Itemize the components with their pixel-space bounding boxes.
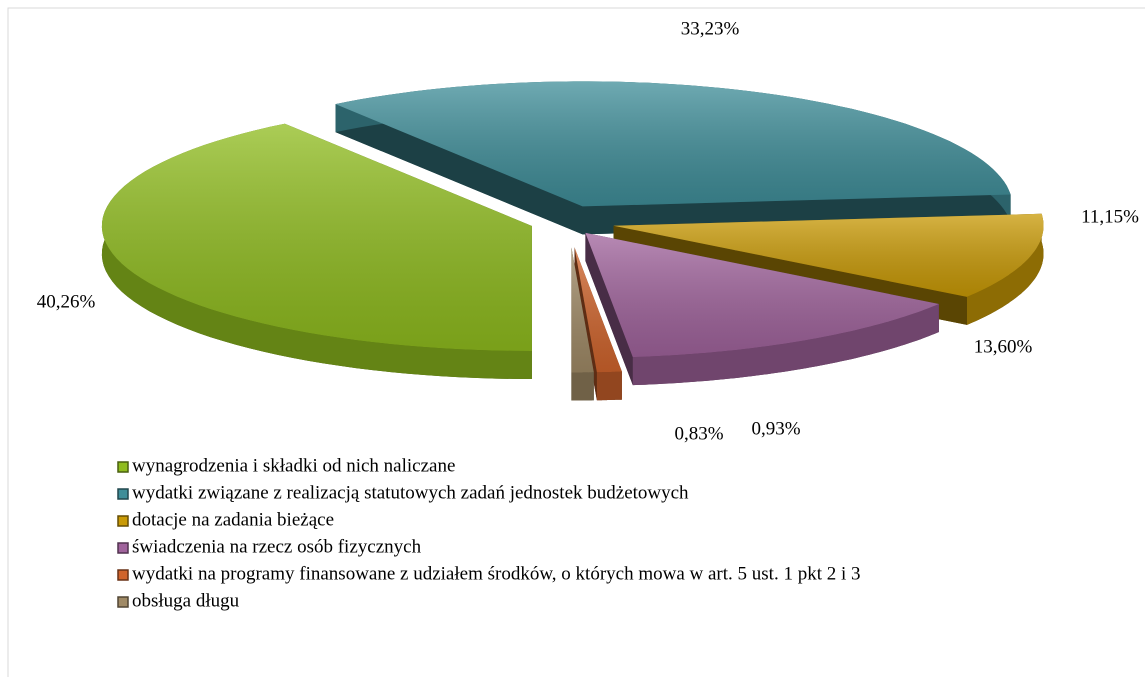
slice-side xyxy=(632,304,939,386)
slice-highlight xyxy=(574,247,622,373)
legend-swatch xyxy=(117,569,129,581)
slice-side xyxy=(101,123,532,379)
slice-side xyxy=(967,213,1044,325)
slice-side xyxy=(596,371,622,401)
legend-label: obsługa długu xyxy=(132,590,240,611)
slice-highlight xyxy=(585,232,939,358)
data-label: 40,26% xyxy=(37,291,96,312)
data-label: 0,83% xyxy=(674,423,723,444)
slice-wall xyxy=(335,104,583,235)
slice-highlight xyxy=(335,81,1011,207)
data-label: 13,60% xyxy=(974,336,1033,357)
legend-swatch xyxy=(117,461,129,473)
slice-wall xyxy=(585,232,633,386)
slice-highlight xyxy=(101,123,532,351)
legend-label: dotacje na zadania bieżące xyxy=(132,509,334,530)
data-label: 33,23% xyxy=(681,18,740,39)
plot-frame xyxy=(7,7,1145,677)
legend-swatch xyxy=(117,596,129,608)
legend-label: wydatki związane z realizacją statutowyc… xyxy=(132,482,689,503)
legend-swatch xyxy=(117,488,129,500)
legend-label: wynagrodzenia i składki od nich naliczan… xyxy=(132,455,455,476)
data-label: 0,93% xyxy=(751,418,800,439)
slice-highlight xyxy=(613,213,1044,297)
legend-label: wydatki na programy finansowane z udział… xyxy=(132,563,861,584)
slice-side xyxy=(571,372,594,401)
legend-swatch xyxy=(117,515,129,527)
slice-highlight xyxy=(571,247,594,373)
legend-swatch xyxy=(117,542,129,554)
data-label: 11,15% xyxy=(1081,206,1139,227)
legend-label: świadczenia na rzecz osób fizycznych xyxy=(132,536,422,557)
